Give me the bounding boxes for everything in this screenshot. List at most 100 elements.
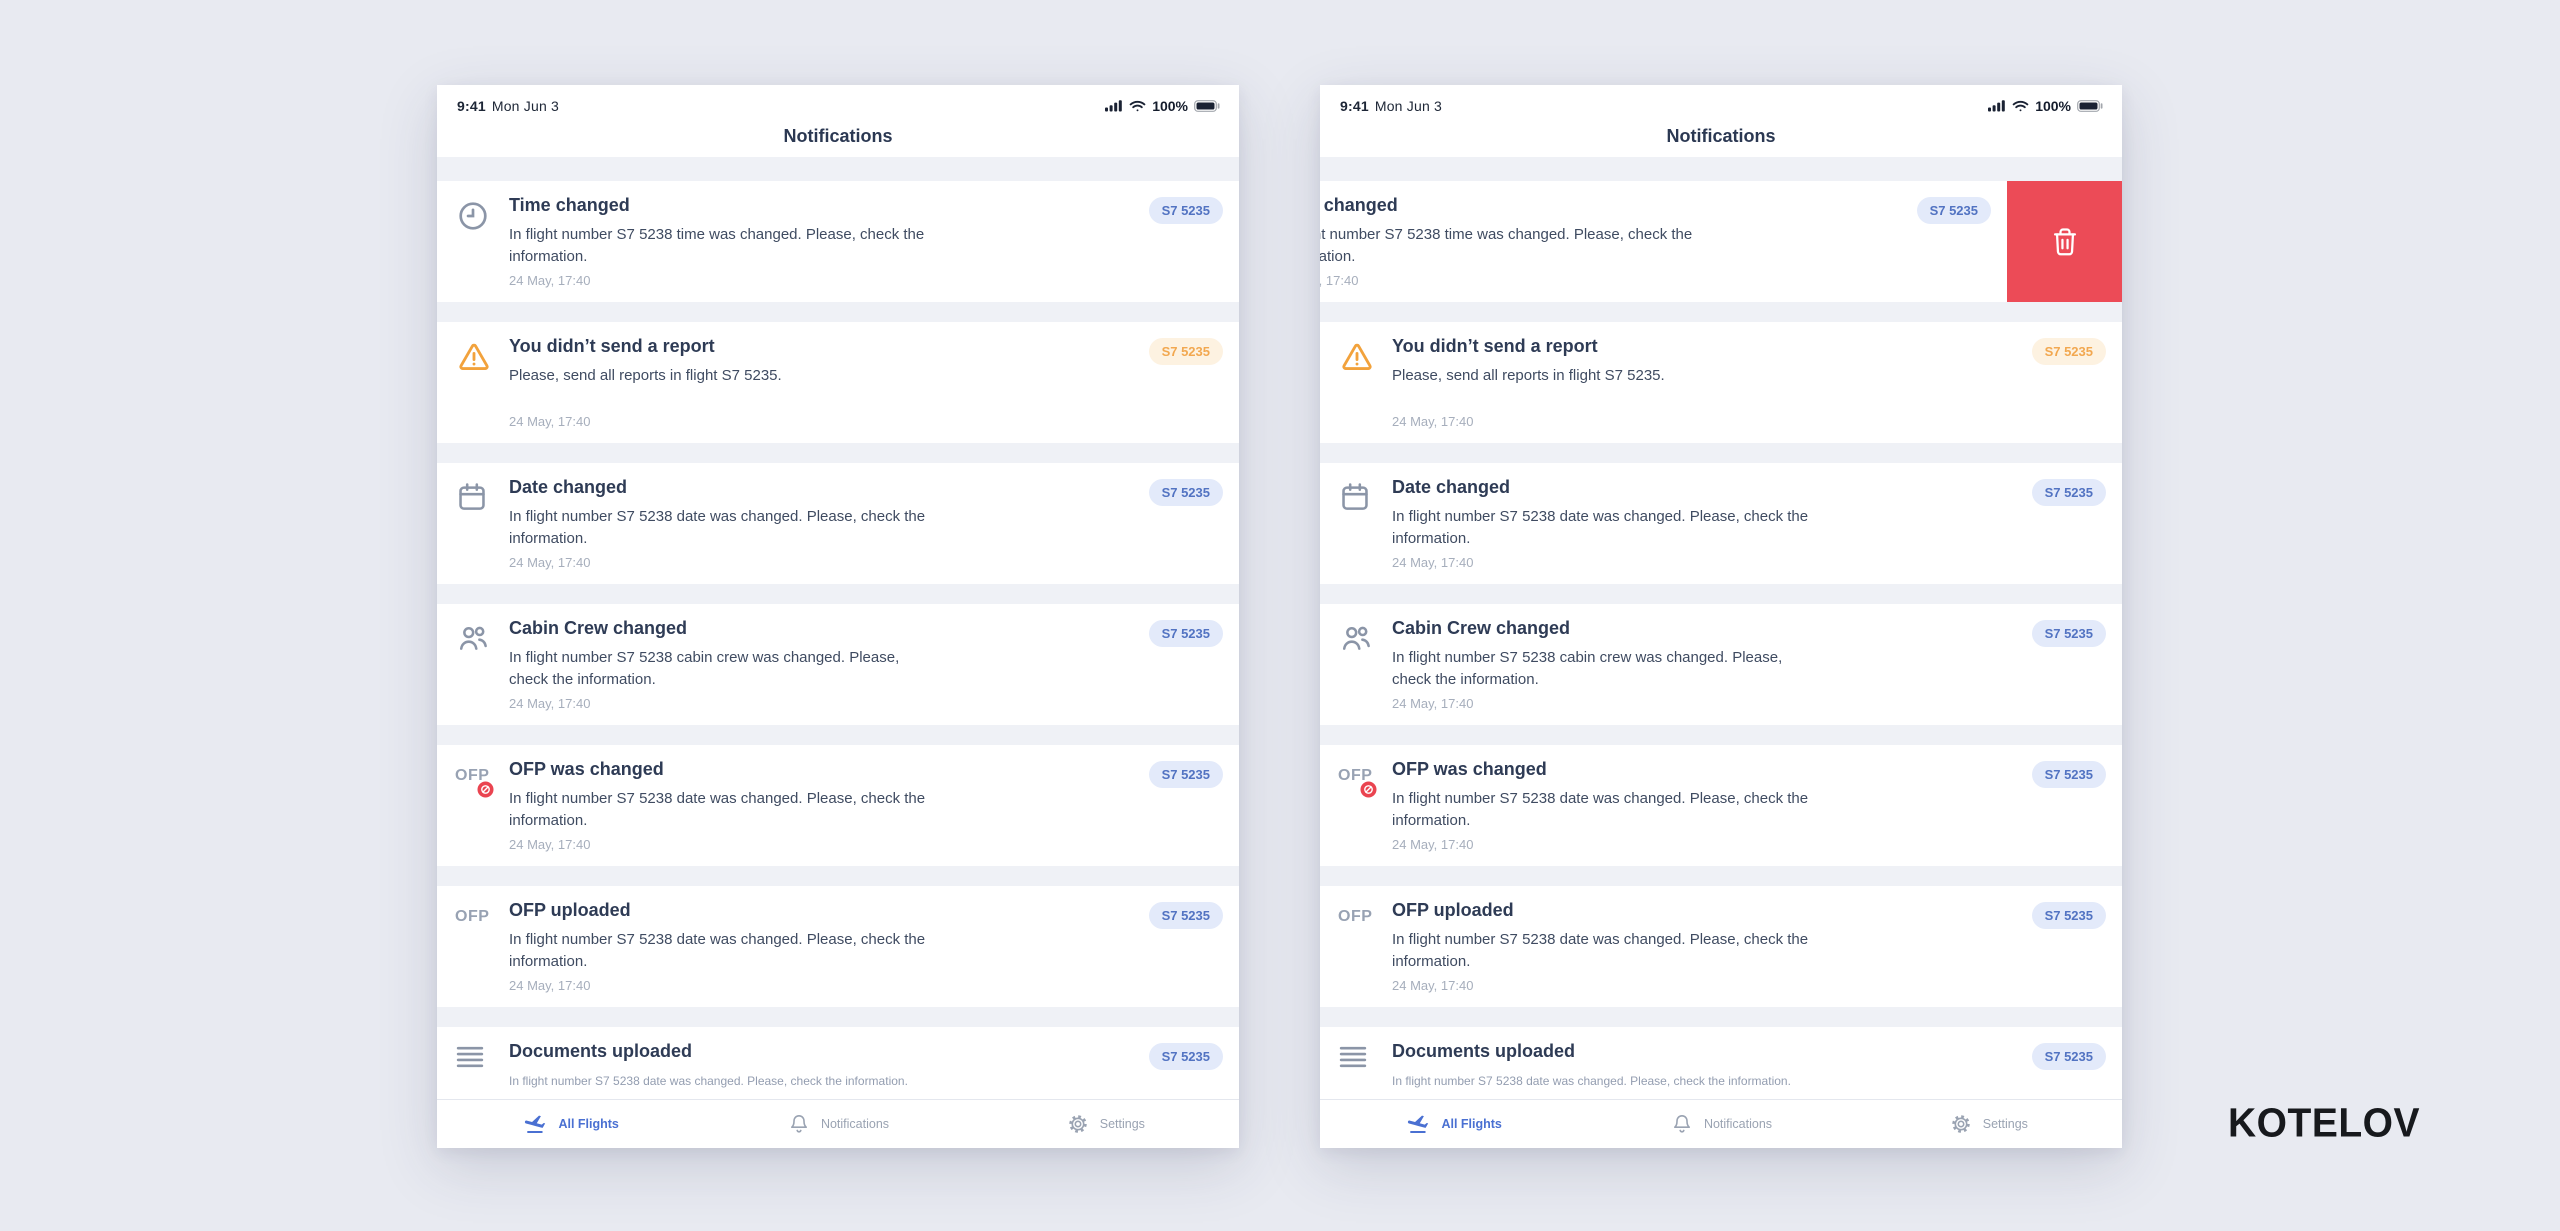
notification-date: 24 May, 17:40 bbox=[509, 837, 591, 852]
notification-row[interactable]: Time changed In flight number S7 5238 tim… bbox=[437, 181, 1239, 302]
flight-number-badge: S7 5235 bbox=[2031, 338, 2106, 365]
tab-settings[interactable]: Settings bbox=[972, 1100, 1239, 1148]
bell-icon bbox=[1670, 1112, 1694, 1136]
status-time-date: 9:41 Mon Jun 3 bbox=[457, 98, 559, 114]
notification-row[interactable]: OFP OFP uploaded In flight number S7 5238 … bbox=[1320, 886, 2122, 1007]
notification-body: In flight number S7 5238 date was change… bbox=[509, 1073, 908, 1088]
ofp-error-icon: OFP bbox=[455, 759, 497, 852]
flight-number-badge: S7 5235 bbox=[1916, 197, 1991, 224]
tab-all-flights[interactable]: All Flights bbox=[1320, 1100, 1587, 1148]
notification-row[interactable]: OFP OFP was changed In flight number S7 52… bbox=[437, 745, 1239, 866]
notification-date: 24 May, 17:40 bbox=[509, 978, 591, 993]
flight-number-badge: S7 5235 bbox=[1148, 197, 1223, 224]
notification-title: Documents uploaded bbox=[1392, 1041, 1576, 1061]
error-dot-icon bbox=[477, 781, 494, 798]
gear-icon bbox=[1949, 1112, 1973, 1136]
notification-date: 24 May, 17:40 bbox=[509, 273, 591, 288]
notification-content: You didn’t send a report Please, send all… bbox=[497, 336, 1137, 429]
flight-number-badge: S7 5235 bbox=[1148, 620, 1223, 647]
notification-date: 24 May, 17:40 bbox=[509, 555, 591, 570]
tab-label: Settings bbox=[1982, 1117, 2028, 1131]
battery-percent: 100% bbox=[1152, 98, 1188, 114]
flight-number-badge: S7 5235 bbox=[1148, 338, 1223, 365]
tab-all-flights[interactable]: All Flights bbox=[437, 1100, 704, 1148]
calendar-icon bbox=[455, 477, 497, 570]
wifi-icon bbox=[1129, 100, 1146, 112]
notification-row[interactable]: Date changed In flight number S7 5238 dat… bbox=[437, 463, 1239, 584]
users-icon bbox=[455, 618, 497, 711]
ofp-label: OFP bbox=[1338, 908, 1373, 925]
ofp-icon: OFP bbox=[1338, 900, 1380, 993]
notifications-list[interactable]: Time changed In flight number S7 5238 tim… bbox=[437, 157, 1239, 1099]
tab-bar: All Flights Notifications Settings bbox=[1320, 1099, 2122, 1148]
status-bar: 9:41 Mon Jun 3 100% bbox=[1320, 85, 2122, 118]
ofp-label: OFP bbox=[455, 908, 490, 925]
navigation-header: 9:41 Mon Jun 3 100% Notifications bbox=[437, 85, 1239, 157]
status-time-date: 9:41 Mon Jun 3 bbox=[1340, 98, 1442, 114]
flight-number-badge: S7 5235 bbox=[2031, 479, 2106, 506]
delete-button[interactable] bbox=[2007, 181, 2122, 302]
notification-content: Documents uploaded In flight number S7 52… bbox=[497, 1041, 1137, 1099]
notification-row[interactable]: OFP OFP uploaded In flight number S7 5238 … bbox=[437, 886, 1239, 1007]
notification-body: Please, send all reports in flight S7 52… bbox=[509, 366, 782, 384]
flight-number-badge: S7 5235 bbox=[2031, 1043, 2106, 1070]
status-time: 9:41 bbox=[457, 98, 486, 114]
notification-date: 24 May, 17:40 bbox=[1392, 555, 1474, 570]
notification-date: 24 May, 17:40 bbox=[509, 414, 591, 429]
flight-number-badge: S7 5235 bbox=[1148, 761, 1223, 788]
notification-row[interactable]: Date changed In flight number S7 5238 dat… bbox=[1320, 463, 2122, 584]
flight-number-badge: S7 5235 bbox=[2031, 902, 2106, 929]
notification-row[interactable]: Documents uploaded In flight number S7 52… bbox=[437, 1027, 1239, 1099]
ofp-icon: OFP bbox=[455, 900, 497, 993]
tab-notifications[interactable]: Notifications bbox=[704, 1100, 971, 1148]
signal-icon bbox=[1988, 100, 2006, 112]
notification-title: Date changed bbox=[509, 477, 628, 497]
battery-icon bbox=[1194, 100, 1221, 112]
tab-label: Notifications bbox=[820, 1117, 890, 1131]
notification-body: In flight number S7 5238 cabin crew was … bbox=[1392, 648, 1783, 689]
notification-row[interactable]: OFP OFP was changed In flight number S7 52… bbox=[1320, 745, 2122, 866]
status-date: Mon Jun 3 bbox=[1374, 98, 1443, 114]
notification-title: Date changed bbox=[1392, 477, 1511, 497]
notification-content: You didn’t send a report Please, send all… bbox=[1380, 336, 2020, 429]
wifi-icon bbox=[2012, 100, 2029, 112]
notification-content: Time changed In flight number S7 5238 tim… bbox=[497, 195, 1137, 288]
notification-content: Cabin Crew changed In flight number S7 52… bbox=[1380, 618, 2020, 711]
notification-body: Please, send all reports in flight S7 52… bbox=[1392, 366, 1665, 384]
status-date: Mon Jun 3 bbox=[491, 98, 560, 114]
error-dot-icon bbox=[1360, 781, 1377, 798]
documents-icon bbox=[455, 1041, 497, 1099]
flight-number-badge: S7 5235 bbox=[2031, 620, 2106, 647]
calendar-icon bbox=[1338, 477, 1380, 570]
notification-row[interactable]: You didn’t send a report Please, send all… bbox=[1320, 322, 2122, 443]
notification-body: In flight number S7 5238 time was change… bbox=[509, 225, 925, 266]
notification-body: In flight number S7 5238 date was change… bbox=[1392, 789, 1809, 830]
notifications-list[interactable]: Time changed In flight number S7 5238 tim… bbox=[1320, 157, 2122, 1099]
notification-content: OFP was changed In flight number S7 5238 … bbox=[497, 759, 1137, 852]
notification-title: Cabin Crew changed bbox=[509, 618, 688, 638]
flight-number-badge: S7 5235 bbox=[1148, 1043, 1223, 1070]
phone-notifications-swipe-delete: 9:41 Mon Jun 3 100% Notifications Time ch… bbox=[1320, 85, 2122, 1148]
warning-icon bbox=[1338, 336, 1380, 429]
tab-label: Notifications bbox=[1703, 1117, 1773, 1131]
clock-icon bbox=[455, 195, 497, 288]
notification-title: You didn’t send a report bbox=[1392, 336, 1598, 356]
page-title: Notifications bbox=[783, 126, 893, 146]
page-title: Notifications bbox=[1666, 126, 1776, 146]
notification-row[interactable]: Time changed In flight number S7 5238 tim… bbox=[1320, 181, 2122, 302]
notification-body: In flight number S7 5238 date was change… bbox=[509, 930, 926, 971]
battery-percent: 100% bbox=[2035, 98, 2071, 114]
notification-row[interactable]: You didn’t send a report Please, send all… bbox=[437, 322, 1239, 443]
tab-settings[interactable]: Settings bbox=[1855, 1100, 2122, 1148]
notification-body: In flight number S7 5238 date was change… bbox=[509, 507, 926, 548]
notification-content: Date changed In flight number S7 5238 dat… bbox=[497, 477, 1137, 570]
tab-label: Settings bbox=[1099, 1117, 1145, 1131]
tab-notifications[interactable]: Notifications bbox=[1587, 1100, 1854, 1148]
status-time: 9:41 bbox=[1340, 98, 1369, 114]
notification-content: OFP was changed In flight number S7 5238 … bbox=[1380, 759, 2020, 852]
notification-row[interactable]: Cabin Crew changed In flight number S7 52… bbox=[437, 604, 1239, 725]
notification-row[interactable]: Documents uploaded In flight number S7 52… bbox=[1320, 1027, 2122, 1099]
notification-row[interactable]: Cabin Crew changed In flight number S7 52… bbox=[1320, 604, 2122, 725]
notification-title: OFP uploaded bbox=[509, 900, 631, 920]
